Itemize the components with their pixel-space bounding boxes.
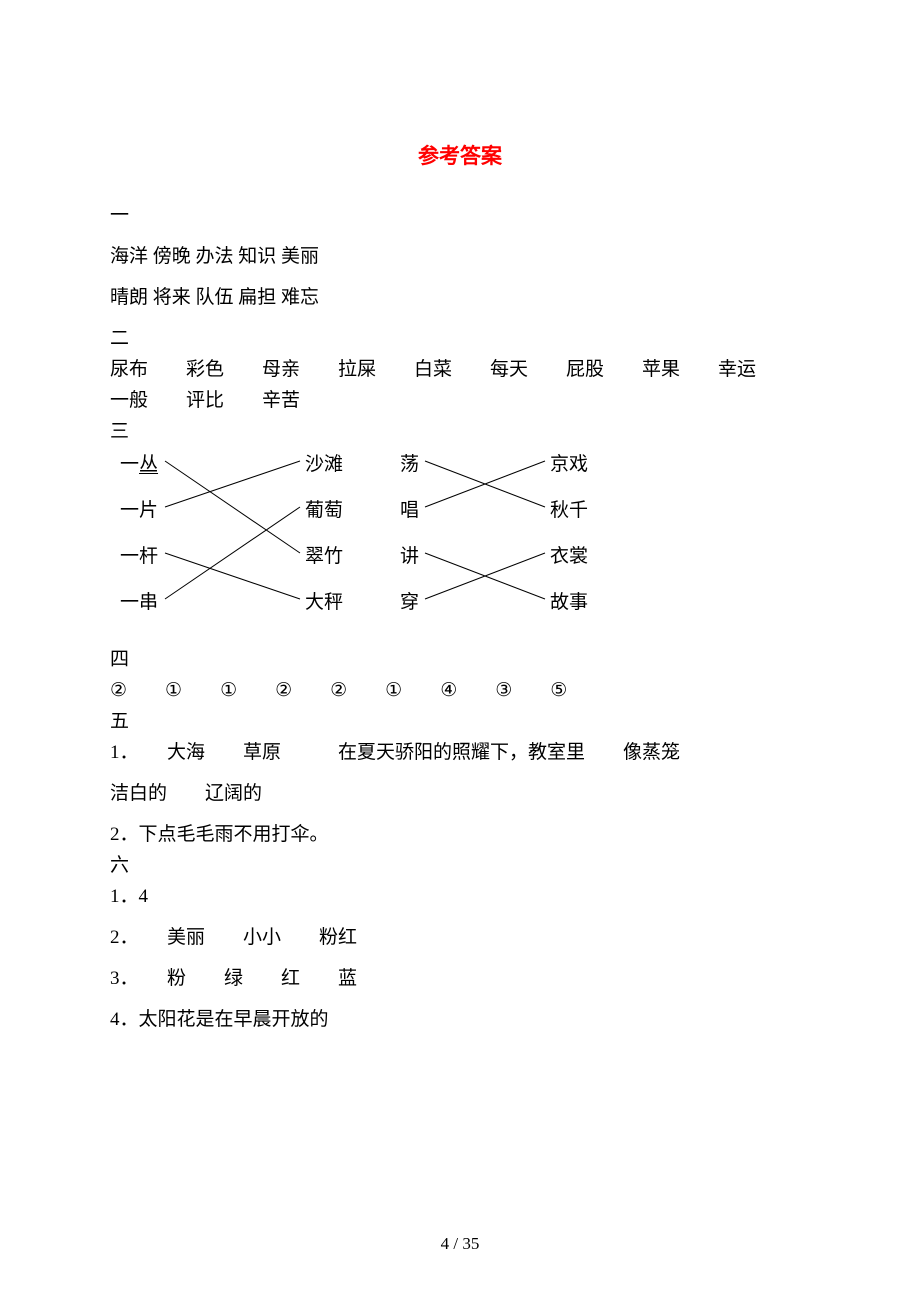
- section-5-q1b: 洁白的 辽阔的: [110, 778, 810, 805]
- match-item: 秋千: [550, 495, 588, 541]
- section-1-line-2: 晴朗 将来 队伍 扁担 难忘: [110, 282, 810, 309]
- match-item: 荡: [400, 449, 419, 495]
- section-6-q4: 4．太阳花是在早晨开放的: [110, 1004, 810, 1031]
- section-1-header: 一: [110, 200, 810, 227]
- match-item: 故事: [550, 587, 588, 633]
- match-item: 衣裳: [550, 541, 588, 587]
- section-6-q3: 3． 粉 绿 红 蓝: [110, 963, 810, 990]
- section-5-q2: 2．下点毛毛雨不用打伞。: [110, 819, 810, 846]
- section-5-header: 五: [110, 706, 810, 733]
- match-item: 葡萄: [305, 495, 343, 541]
- match-item: 一丛: [120, 449, 158, 495]
- match-item: 一片: [120, 495, 158, 541]
- section-6-header: 六: [110, 850, 810, 877]
- match-item: 翠竹: [305, 541, 343, 587]
- section-2-header: 二: [110, 323, 810, 350]
- section-5-q1: 1． 大海 草原 在夏天骄阳的照耀下，教室里 像蒸笼: [110, 737, 810, 764]
- page-footer: 4 / 35: [0, 1234, 920, 1254]
- section-2-line-1: 尿布 彩色 母亲 拉屎 白菜 每天 屁股 苹果 幸运: [110, 354, 810, 381]
- match-item: 一串: [120, 587, 158, 633]
- section-4-answers: ② ① ① ② ② ① ④ ③ ⑤: [110, 675, 810, 702]
- matching-diagram: 一丛一片一杆一串 沙滩葡萄翠竹大秤 荡唱讲穿 京戏秋千衣裳故事: [110, 449, 810, 634]
- match-item: 京戏: [550, 449, 588, 495]
- match-item: 沙滩: [305, 449, 343, 495]
- section-6-q1: 1．4: [110, 881, 810, 908]
- section-6-q2: 2． 美丽 小小 粉红: [110, 922, 810, 949]
- section-3-header: 三: [110, 416, 810, 443]
- match-item: 唱: [400, 495, 419, 541]
- section-2-line-2: 一般 评比 辛苦: [110, 385, 810, 412]
- page-title: 参考答案: [110, 140, 810, 170]
- match-item: 一杆: [120, 541, 158, 587]
- section-1-line-1: 海洋 傍晚 办法 知识 美丽: [110, 241, 810, 268]
- match-item: 讲: [400, 541, 419, 587]
- match-item: 穿: [400, 587, 419, 633]
- section-4-header: 四: [110, 644, 810, 671]
- match-item: 大秤: [305, 587, 343, 633]
